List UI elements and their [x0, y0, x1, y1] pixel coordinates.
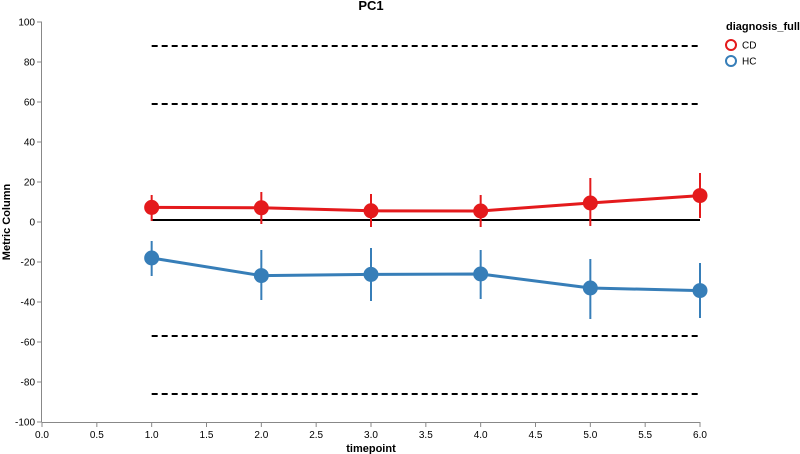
x-tick-label: 2.0	[254, 430, 268, 441]
y-tick-label: 100	[18, 18, 35, 29]
data-point-cd	[692, 188, 708, 204]
y-tick-label: -100	[15, 418, 35, 429]
y-tick-label: -80	[21, 378, 36, 389]
legend: diagnosis_full CD HC	[725, 21, 800, 68]
legend-symbol-cd	[725, 39, 737, 51]
y-tick-label: -60	[21, 338, 36, 349]
x-tick-label: 1.5	[200, 430, 214, 441]
y-tick-label: 40	[24, 138, 36, 149]
data-point-hc	[473, 266, 489, 282]
y-tick-label: 80	[24, 58, 36, 69]
y-tick-label: 20	[24, 178, 36, 189]
x-axis-ticks: 0.0 0.5 1.0 1.5 2.0 2.5 3.0 3.5 4.0 4.5 5.0 5.5 6.0	[35, 422, 707, 441]
data-point-hc	[363, 266, 379, 282]
data-point-hc	[582, 280, 598, 296]
x-tick-label: 3.0	[364, 430, 378, 441]
y-tick-label: -20	[21, 258, 36, 269]
data-point-hc	[144, 250, 160, 266]
series-line-cd	[151, 194, 701, 213]
x-tick-label: 2.5	[309, 430, 323, 441]
y-tick-label: -40	[21, 298, 36, 309]
y-tick-label: 0	[29, 218, 35, 229]
legend-label-cd: CD	[742, 41, 756, 52]
x-tick-label: 6.0	[693, 430, 707, 441]
x-tick-label: 5.5	[638, 430, 652, 441]
data-point-hc	[692, 283, 708, 299]
x-tick-label: 4.0	[474, 430, 488, 441]
x-tick-label: 3.5	[419, 430, 433, 441]
chart-title: PC1	[358, 0, 383, 13]
error-bars	[150, 173, 701, 319]
data-point-cd	[473, 203, 489, 219]
data-point-cd	[582, 195, 598, 211]
data-point-cd	[253, 200, 269, 216]
y-axis-title: Metric Column	[1, 184, 13, 261]
data-point-hc	[253, 268, 269, 284]
series-line-hc	[151, 256, 701, 293]
x-tick-label: 0.0	[35, 430, 49, 441]
data-point-cd	[144, 199, 160, 215]
x-tick-label: 4.5	[529, 430, 543, 441]
data-point-cd	[363, 203, 379, 219]
y-axis-ticks: -100 -80 -60 -40 -20 0 20 40 60 80 100	[15, 18, 42, 429]
data-points	[144, 188, 708, 299]
x-axis-title: timepoint	[346, 443, 396, 454]
legend-items: CD HC	[725, 39, 756, 68]
reference-lines	[151, 45, 700, 395]
x-tick-label: 1.0	[145, 430, 159, 441]
legend-label-hc: HC	[742, 57, 756, 68]
y-tick-label: 60	[24, 98, 36, 109]
x-tick-label: 5.0	[583, 430, 597, 441]
legend-title: diagnosis_full	[726, 21, 800, 33]
legend-symbol-hc	[725, 55, 737, 67]
x-tick-label: 0.5	[90, 430, 104, 441]
series-lines	[151, 194, 701, 293]
